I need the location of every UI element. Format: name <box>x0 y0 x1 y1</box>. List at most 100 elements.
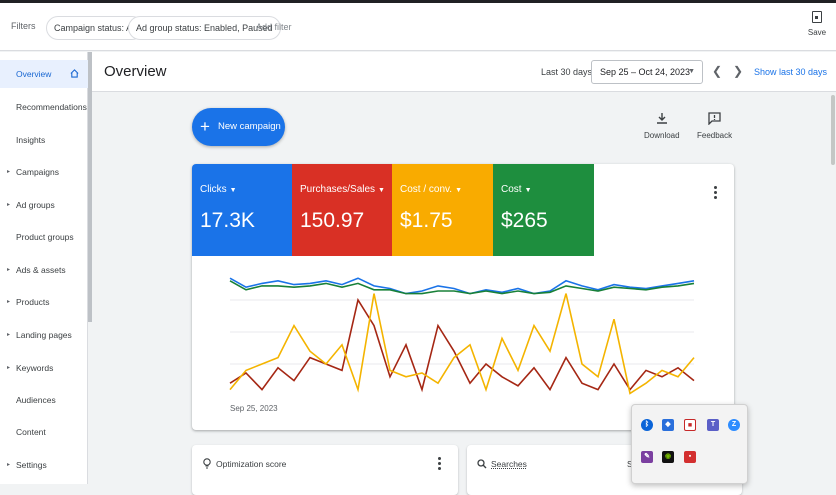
sidebar-item-label: Recommendations <box>16 102 87 112</box>
feedback-icon <box>708 112 721 125</box>
sidebar-item-keywords[interactable]: ▸ Keywords <box>0 354 88 382</box>
sidebar-item-landing-pages[interactable]: ▸ Landing pages <box>0 321 88 349</box>
metric-label: Purchases/Sales <box>300 184 376 195</box>
date-range-value: Sep 25 – Oct 24, 2023 <box>600 67 691 77</box>
add-filter-input[interactable]: Add filter <box>256 22 292 32</box>
new-campaign-label: New campaign <box>218 121 281 132</box>
previous-period-button[interactable]: ❮ <box>712 64 723 78</box>
feedback-button[interactable]: Feedback <box>697 112 732 140</box>
performance-card: Clicks ▼ 17.3K Purchases/Sales ▼ 150.97 Co… <box>192 164 734 430</box>
page-scrollbar[interactable] <box>831 95 835 165</box>
more-options-icon[interactable] <box>714 186 718 201</box>
metric-value: 150.97 <box>300 209 365 232</box>
app-icon[interactable]: ■ <box>684 419 696 431</box>
sidebar-item-label: Landing pages <box>16 330 72 340</box>
sidebar-item-label: Insights <box>16 135 46 145</box>
sidebar-item-insights[interactable]: Insights <box>0 126 88 154</box>
metric-value: $265 <box>501 209 548 232</box>
save-label: Save <box>807 28 827 37</box>
sidebar-item-label: Settings <box>16 460 47 470</box>
metric-label-row: Cost / conv. ▼ <box>400 184 493 195</box>
dropdown-arrow-icon: ▼ <box>688 68 695 75</box>
chevron-right-icon: ▸ <box>7 299 11 305</box>
sidebar-item-ads-assets[interactable]: ▸ Ads & assets <box>0 256 88 284</box>
metric-label: Clicks <box>200 184 227 195</box>
dropdown-arrow-icon: ▼ <box>229 187 237 194</box>
home-icon <box>70 69 79 78</box>
shield-icon[interactable]: ◆ <box>662 419 674 431</box>
sidebar: Overview Recommendations Insights ▸ Campa… <box>0 52 88 484</box>
next-period-button[interactable]: ❯ <box>733 64 744 78</box>
chart-lines <box>229 277 695 395</box>
optimization-score-panel: Optimization score <box>192 445 458 495</box>
sidebar-item-campaigns[interactable]: ▸ Campaigns <box>0 158 88 186</box>
save-icon <box>812 11 822 23</box>
search-icon <box>477 459 487 469</box>
filter-chip-ad-group-status[interactable]: Ad group status: Enabled, Paused <box>128 16 281 40</box>
metric-tile-cost-per-conv[interactable]: Cost / conv. ▼ $1.75 <box>392 164 493 256</box>
performance-chart <box>229 277 695 395</box>
sidebar-item-audiences[interactable]: Audiences <box>0 386 88 414</box>
series-line-cost <box>229 280 695 295</box>
sidebar-item-recommendations[interactable]: Recommendations <box>0 93 88 121</box>
zoom-icon[interactable]: Z <box>728 419 740 431</box>
system-tray-popup: ᛒ ◆ ■ T Z ✎ ◉ ▪ <box>631 404 748 484</box>
nvidia-icon[interactable]: ◉ <box>662 451 674 463</box>
chevron-right-icon: ▸ <box>7 169 11 175</box>
sidebar-item-label: Products <box>16 297 50 307</box>
pen-icon[interactable]: ✎ <box>641 451 653 463</box>
sidebar-item-label: Audiences <box>16 395 56 405</box>
sidebar-item-label: Ad groups <box>16 200 55 210</box>
metric-tile-cost[interactable]: Cost ▼ $265 <box>493 164 594 256</box>
metric-label-row: Purchases/Sales ▼ <box>300 184 392 195</box>
page-header: Overview Last 30 days Sep 25 – Oct 24, 2… <box>92 52 836 92</box>
more-options-icon[interactable] <box>438 457 442 472</box>
chart-grid <box>230 299 694 365</box>
teams-icon[interactable]: T <box>707 419 719 431</box>
page-title: Overview <box>104 63 167 80</box>
metric-value: 17.3K <box>200 209 255 232</box>
sidebar-item-ad-groups[interactable]: ▸ Ad groups <box>0 191 88 219</box>
chevron-right-icon: ▸ <box>7 202 11 208</box>
dropdown-arrow-icon: ▼ <box>455 187 462 194</box>
sidebar-item-content[interactable]: Content <box>0 418 88 446</box>
dropdown-arrow-icon: ▼ <box>378 187 385 194</box>
series-line-purchases-sales <box>229 297 695 393</box>
sidebar-item-label: Keywords <box>16 363 54 373</box>
series-line-cost-conv- <box>229 293 695 395</box>
download-icon <box>656 113 667 124</box>
sidebar-item-label: Product groups <box>16 232 74 242</box>
bluetooth-icon[interactable]: ᛒ <box>641 419 653 431</box>
download-button[interactable]: Download <box>644 112 680 140</box>
date-range-select[interactable]: Sep 25 – Oct 24, 2023 ▼ <box>591 60 703 84</box>
sidebar-item-products[interactable]: ▸ Products <box>0 288 88 316</box>
save-button[interactable]: Save <box>806 11 828 37</box>
filter-chip-campaign-status[interactable]: Campaign status: All <box>46 16 145 40</box>
chevron-right-icon: ▸ <box>7 332 11 338</box>
metric-label: Cost <box>501 184 522 195</box>
sidebar-item-product-groups[interactable]: Product groups <box>0 223 88 251</box>
red-app-icon[interactable]: ▪ <box>684 451 696 463</box>
download-label: Download <box>644 131 680 140</box>
panel-title: Optimization score <box>216 459 287 469</box>
metric-label: Cost / conv. <box>400 184 453 195</box>
series-line-clicks <box>229 277 695 295</box>
metric-label-row: Clicks ▼ <box>200 184 292 195</box>
filters-label: Filters <box>11 21 36 31</box>
filter-bar: Filters Campaign status: All Ad group st… <box>0 3 836 51</box>
sidebar-scrollbar[interactable] <box>88 52 92 322</box>
x-axis-start-label: Sep 25, 2023 <box>230 404 278 413</box>
chevron-right-icon: ▸ <box>7 365 11 371</box>
sidebar-item-label: Ads & assets <box>16 265 66 275</box>
new-campaign-button[interactable]: + New campaign <box>192 108 285 146</box>
metric-tile-purchases[interactable]: Purchases/Sales ▼ 150.97 <box>292 164 392 256</box>
sidebar-item-settings[interactable]: ▸ Settings <box>0 451 88 479</box>
panel-extra-text: S <box>627 459 633 469</box>
dropdown-arrow-icon: ▼ <box>524 187 532 194</box>
sidebar-item-label: Content <box>16 427 46 437</box>
panel-title: Searches <box>491 459 527 469</box>
sidebar-item-overview[interactable]: Overview <box>0 60 88 88</box>
metric-tile-clicks[interactable]: Clicks ▼ 17.3K <box>192 164 292 256</box>
show-last-30-days-link[interactable]: Show last 30 days <box>754 67 828 77</box>
window-top-edge <box>0 0 836 3</box>
